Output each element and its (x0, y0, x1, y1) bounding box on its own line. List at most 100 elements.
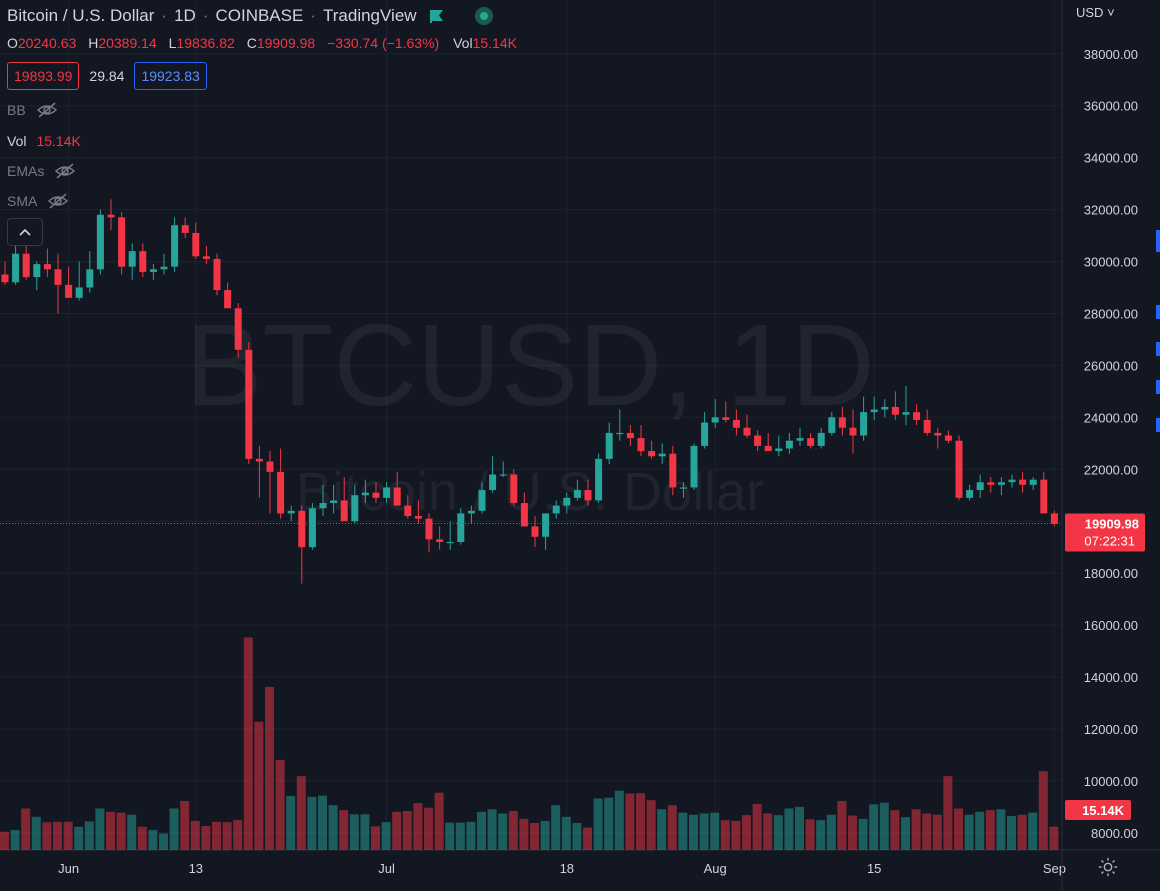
volume-bar (381, 822, 391, 850)
volume-bar (424, 807, 433, 850)
volume-bar (922, 813, 932, 850)
candle-body (976, 482, 984, 491)
indicator-sma-label: SMA (7, 193, 38, 209)
candle-body (573, 490, 581, 498)
indicator-emas[interactable]: EMAs (7, 162, 76, 180)
x-tick-label: 13 (189, 861, 203, 876)
volume-bar (795, 806, 804, 850)
volume-bar (413, 803, 423, 850)
volume-bar (53, 821, 62, 850)
volume-bar (159, 833, 168, 850)
candle-body (393, 487, 401, 506)
candle-body (701, 422, 709, 446)
flag-icon[interactable] (429, 9, 445, 23)
candle-body (1, 274, 9, 283)
volume-bar (816, 820, 826, 850)
spread-value: 29.84 (89, 68, 125, 84)
indicator-sma[interactable]: SMA (7, 192, 69, 210)
candle-body (192, 232, 200, 257)
candle-body (1029, 479, 1037, 485)
x-tick-label: 18 (560, 861, 574, 876)
volume-bar (392, 811, 402, 850)
candle-body (65, 284, 73, 298)
volume-bar (540, 820, 550, 850)
open-value: 20240.63 (17, 35, 77, 51)
exchange-label[interactable]: COINBASE (215, 6, 304, 25)
candle-body (128, 251, 136, 267)
volume-bar (498, 813, 508, 850)
currency-selector[interactable]: USD ˅ (1076, 5, 1115, 20)
volume-bar (837, 801, 847, 850)
volume-bar (551, 805, 561, 850)
candle-body (319, 503, 327, 509)
interval-label[interactable]: 1D (174, 6, 196, 25)
volume-bar (784, 808, 794, 850)
candle-body (966, 490, 974, 498)
volume-bar (572, 823, 582, 850)
candle-body (86, 269, 94, 288)
volume-bar (901, 817, 910, 850)
candle-body (446, 541, 454, 544)
candle-body (849, 427, 857, 436)
volume-bar (10, 830, 20, 850)
gear-icon[interactable] (1097, 856, 1119, 878)
volume-bar (318, 795, 327, 850)
volume-bar (137, 826, 147, 850)
scale-accent-mark (1156, 380, 1160, 394)
volume-bar (826, 814, 836, 850)
candle-body (754, 435, 762, 446)
candle-body (881, 406, 889, 410)
volume-bar (752, 803, 762, 850)
close-label: C (246, 35, 257, 51)
volume-bar (710, 812, 720, 850)
volume-bar (434, 792, 444, 850)
candle-body (775, 448, 783, 452)
candle-body (457, 513, 465, 542)
candle-body (997, 482, 1005, 485)
candle-body (298, 510, 306, 548)
buy-button[interactable]: 19923.83 (134, 62, 207, 90)
candle-body (902, 412, 910, 415)
y-tick-label: 10000.00 (1084, 774, 1138, 789)
candle-body (891, 406, 899, 415)
market-status-icon[interactable] (474, 7, 493, 25)
candle-body (308, 508, 316, 548)
indicator-bb[interactable]: BB (7, 101, 58, 119)
volume-bar (689, 814, 698, 850)
candle-body (1019, 479, 1027, 485)
volume-bar (869, 804, 879, 850)
candle-body (955, 440, 963, 498)
symbol-name[interactable]: Bitcoin / U.S. Dollar (7, 6, 155, 25)
candle-body (923, 419, 931, 433)
volume-bar (328, 805, 338, 850)
y-tick-label: 18000.00 (1084, 566, 1138, 581)
title-separator: · (310, 6, 316, 25)
indicator-volume[interactable]: Vol 15.14K (7, 133, 81, 149)
candle-body (266, 461, 274, 472)
volume-bar (848, 815, 857, 850)
x-tick-label: Aug (704, 861, 727, 876)
volume-bar (604, 797, 614, 850)
eye-off-icon[interactable] (36, 101, 58, 119)
candle-body (838, 417, 846, 428)
x-tick-label: Jun (58, 861, 79, 876)
volume-bar (996, 809, 1006, 850)
collapse-legend-button[interactable] (7, 218, 43, 246)
candle-body (616, 432, 624, 435)
candle-body (552, 505, 560, 514)
candle-body (637, 438, 645, 452)
eye-off-icon[interactable] (47, 192, 69, 210)
eye-off-icon[interactable] (54, 162, 76, 180)
volume-bar (169, 808, 179, 850)
candle-body (828, 417, 836, 433)
candle-body (1050, 513, 1058, 524)
volume-bar (275, 759, 285, 850)
symbol-title-row: Bitcoin / U.S. Dollar · 1D · COINBASE · … (7, 6, 493, 26)
volume-bar (360, 814, 370, 850)
volume-bar (1017, 814, 1027, 850)
candle-body (743, 427, 751, 436)
sell-button[interactable]: 19893.99 (7, 62, 80, 90)
volume-bar (964, 814, 974, 850)
